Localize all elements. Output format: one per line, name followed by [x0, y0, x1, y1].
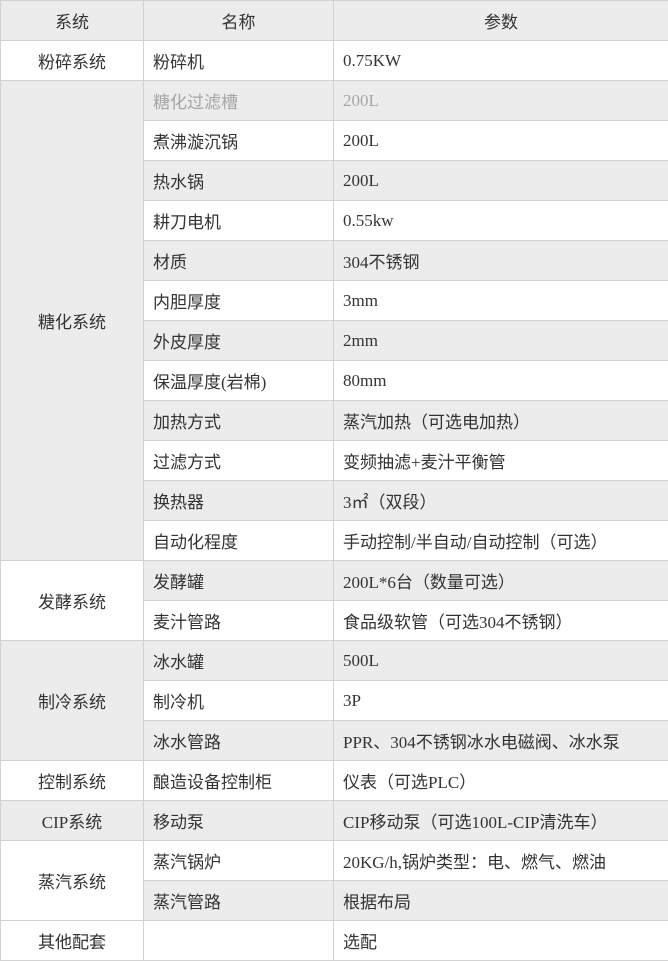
table-row: 外皮厚度 2mm — [1, 320, 668, 361]
param-cell: 200L*6台（数量可选） — [333, 560, 668, 601]
table-row: 耕刀电机 0.55kw — [1, 200, 668, 241]
name-cell: 麦汁管路 — [143, 600, 334, 641]
name-cell: 移动泵 — [143, 800, 334, 841]
param-cell: 食品级软管（可选304不锈钢） — [333, 600, 668, 641]
param-cell: 3P — [333, 680, 668, 721]
name-cell: 酿造设备控制柜 — [143, 760, 334, 801]
param-cell: 仪表（可选PLC） — [333, 760, 668, 801]
system-cell: 制冷系统 — [0, 640, 144, 761]
table-row: 制冷系统 冰水罐 500L — [0, 640, 668, 761]
param-cell: 变频抽滤+麦汁平衡管 — [333, 440, 668, 481]
param-cell: 200L — [333, 160, 668, 201]
system-cell: 粉碎系统 — [0, 40, 144, 81]
param-cell: 20KG/h,锅炉类型：电、燃气、燃油 — [333, 840, 668, 881]
table-row: 加热方式 蒸汽加热（可选电加热） — [1, 400, 668, 441]
param-cell: 200L — [333, 120, 668, 161]
name-cell: 粉碎机 — [143, 40, 334, 81]
table-row: 发酵系统 发酵罐 200L*6台（数量可选） — [0, 560, 668, 641]
param-cell: 0.55kw — [333, 200, 668, 241]
system-cell: 糖化系统 — [0, 80, 144, 561]
name-cell: 外皮厚度 — [143, 320, 334, 361]
name-cell: 自动化程度 — [143, 520, 334, 561]
param-cell: 500L — [333, 640, 668, 681]
param-cell: CIP移动泵（可选100L-CIP清洗车） — [333, 800, 668, 841]
param-cell: 手动控制/半自动/自动控制（可选） — [333, 520, 668, 561]
table-row: 粉碎系统 粉碎机 0.75KW — [0, 40, 668, 81]
system-cell: 其他配套 — [0, 920, 144, 961]
name-cell: 发酵罐 — [143, 560, 334, 601]
name-cell: 制冷机 — [143, 680, 334, 721]
name-cell: 耕刀电机 — [143, 200, 334, 241]
name-cell — [143, 920, 334, 961]
name-cell: 加热方式 — [143, 400, 334, 441]
name-cell: 内胆厚度 — [143, 280, 334, 321]
param-cell: PPR、304不锈钢冰水电磁阀、冰水泵 — [333, 720, 668, 761]
table-row: 热水锅 200L — [1, 160, 668, 201]
name-cell: 热水锅 — [143, 160, 334, 201]
table-row: 内胆厚度 3mm — [1, 280, 668, 321]
column-header-name: 名称 — [143, 0, 334, 41]
table-row: 糖化系统 糖化过滤槽 200L — [0, 80, 668, 561]
table-row: 煮沸漩沉锅 200L — [1, 120, 668, 161]
table-row: 控制系统 酿造设备控制柜 仪表（可选PLC） — [0, 760, 668, 801]
name-cell: 蒸汽锅炉 — [143, 840, 334, 881]
table-row: 麦汁管路 食品级软管（可选304不锈钢） — [1, 600, 668, 641]
system-cell: CIP系统 — [0, 800, 144, 841]
table-row: 其他配套 选配 — [0, 920, 668, 961]
table-row: 自动化程度 手动控制/半自动/自动控制（可选） — [1, 520, 668, 561]
name-cell: 材质 — [143, 240, 334, 281]
name-cell: 冰水罐 — [143, 640, 334, 681]
param-cell: 选配 — [333, 920, 668, 961]
param-cell: 3mm — [333, 280, 668, 321]
name-cell: 糖化过滤槽 — [143, 80, 334, 121]
table-row: 材质 304不锈钢 — [1, 240, 668, 281]
table-row: 蒸汽系统 蒸汽锅炉 20KG/h,锅炉类型：电、燃气、燃油 — [0, 840, 668, 921]
param-cell: 80mm — [333, 360, 668, 401]
system-cell: 蒸汽系统 — [0, 840, 144, 921]
param-cell: 3㎡（双段） — [333, 480, 668, 521]
table-row: 制冷机 3P — [1, 680, 668, 721]
column-header-system: 系统 — [0, 0, 144, 41]
table-row: CIP系统 移动泵 CIP移动泵（可选100L-CIP清洗车） — [0, 800, 668, 841]
param-cell: 304不锈钢 — [333, 240, 668, 281]
name-cell: 冰水管路 — [143, 720, 334, 761]
system-cell: 控制系统 — [0, 760, 144, 801]
param-cell: 2mm — [333, 320, 668, 361]
param-cell: 0.75KW — [333, 40, 668, 81]
name-cell: 蒸汽管路 — [143, 880, 334, 921]
header-row: 系统 名称 参数 — [0, 0, 668, 41]
param-cell: 根据布局 — [333, 880, 668, 921]
table-row: 换热器 3㎡（双段） — [1, 480, 668, 521]
column-header-param: 参数 — [333, 0, 668, 41]
table-row: 蒸汽管路 根据布局 — [1, 880, 668, 921]
system-cell: 发酵系统 — [0, 560, 144, 641]
name-cell: 保温厚度(岩棉) — [143, 360, 334, 401]
param-cell: 200L — [333, 80, 668, 121]
name-cell: 换热器 — [143, 480, 334, 521]
table-row: 保温厚度(岩棉) 80mm — [1, 360, 668, 401]
name-cell: 煮沸漩沉锅 — [143, 120, 334, 161]
param-cell: 蒸汽加热（可选电加热） — [333, 400, 668, 441]
name-cell: 过滤方式 — [143, 440, 334, 481]
